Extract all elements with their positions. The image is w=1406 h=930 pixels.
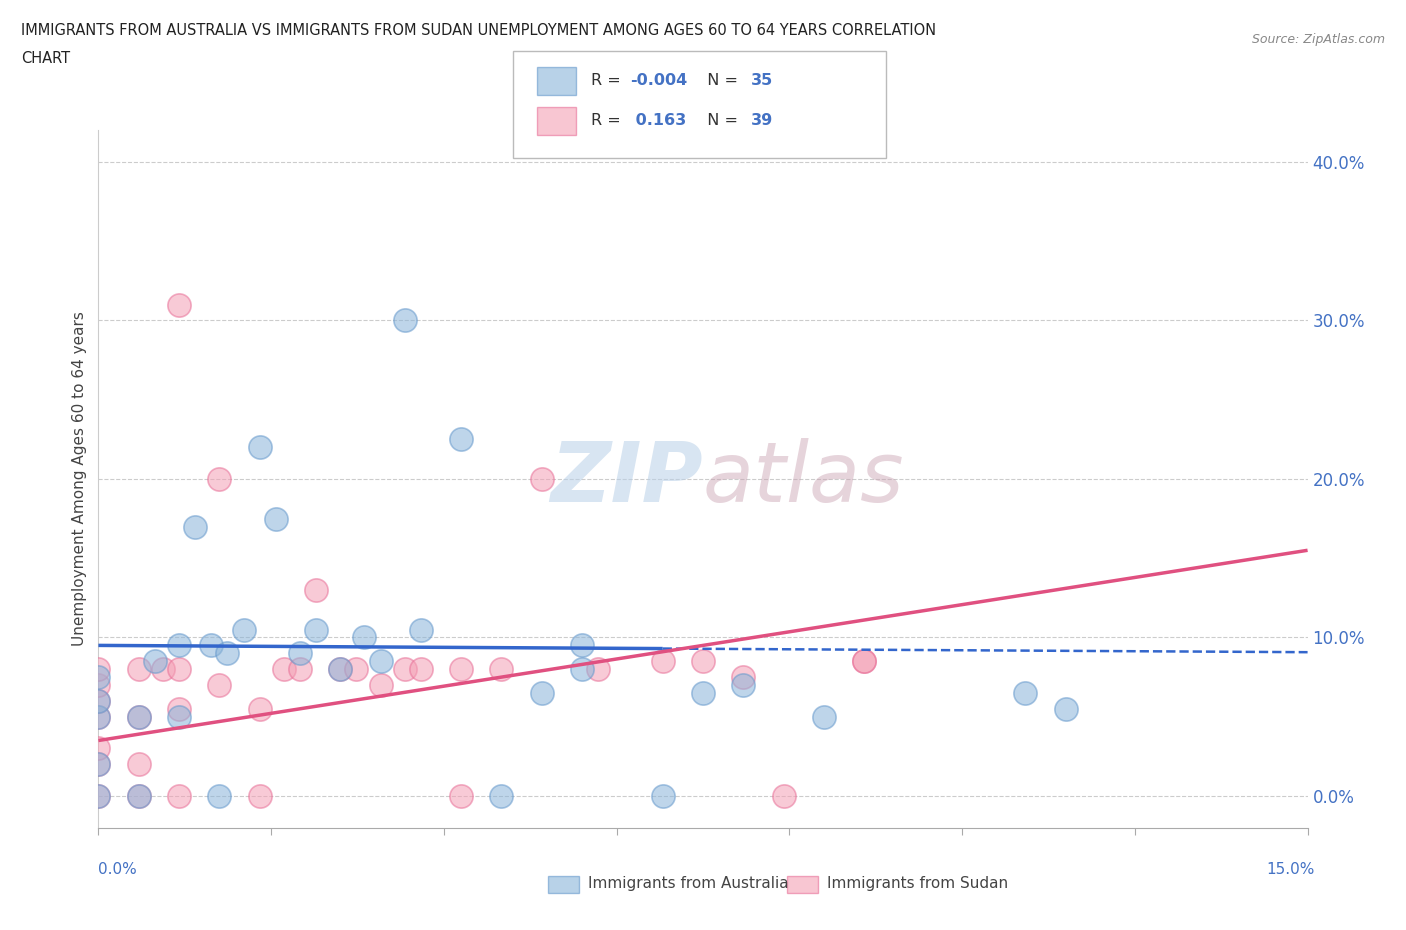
Point	[87, 670, 110, 684]
Point	[450, 662, 472, 677]
Point	[87, 710, 110, 724]
Point	[772, 789, 794, 804]
Point	[128, 710, 150, 724]
Text: N =: N =	[697, 73, 744, 88]
Point	[692, 654, 714, 669]
Point	[305, 582, 328, 597]
Text: 0.0%: 0.0%	[98, 862, 138, 877]
Text: R =: R =	[591, 113, 626, 128]
Point	[87, 757, 110, 772]
Text: 15.0%: 15.0%	[1267, 862, 1315, 877]
Point	[491, 662, 513, 677]
Point	[87, 694, 110, 709]
Point	[586, 662, 609, 677]
Point	[1054, 701, 1077, 716]
Text: Source: ZipAtlas.com: Source: ZipAtlas.com	[1251, 33, 1385, 46]
Point	[208, 789, 231, 804]
Point	[370, 654, 392, 669]
Point	[394, 662, 416, 677]
Point	[87, 662, 110, 677]
Point	[87, 789, 110, 804]
Point	[87, 789, 110, 804]
Point	[208, 678, 231, 693]
Point	[249, 440, 271, 455]
Point	[167, 710, 190, 724]
Point	[87, 694, 110, 709]
Text: 39: 39	[751, 113, 773, 128]
Point	[1014, 685, 1036, 700]
Point	[344, 662, 367, 677]
Text: R =: R =	[591, 73, 626, 88]
Point	[288, 662, 311, 677]
Point	[450, 432, 472, 446]
Point	[128, 789, 150, 804]
Text: Immigrants from Sudan: Immigrants from Sudan	[827, 876, 1008, 891]
Point	[208, 472, 231, 486]
Text: atlas: atlas	[703, 438, 904, 520]
Point	[733, 670, 755, 684]
Point	[143, 654, 166, 669]
Point	[128, 789, 150, 804]
Point	[128, 662, 150, 677]
Y-axis label: Unemployment Among Ages 60 to 64 years: Unemployment Among Ages 60 to 64 years	[72, 312, 87, 646]
Text: CHART: CHART	[21, 51, 70, 66]
Point	[264, 512, 287, 526]
Point	[651, 789, 673, 804]
Point	[167, 789, 190, 804]
Text: -0.004: -0.004	[630, 73, 688, 88]
Point	[571, 638, 593, 653]
Point	[370, 678, 392, 693]
Text: IMMIGRANTS FROM AUSTRALIA VS IMMIGRANTS FROM SUDAN UNEMPLOYMENT AMONG AGES 60 TO: IMMIGRANTS FROM AUSTRALIA VS IMMIGRANTS …	[21, 23, 936, 38]
Point	[288, 645, 311, 660]
Point	[813, 710, 835, 724]
Point	[409, 662, 432, 677]
Point	[167, 662, 190, 677]
Point	[450, 789, 472, 804]
Point	[329, 662, 352, 677]
Point	[249, 701, 271, 716]
Point	[87, 710, 110, 724]
Point	[273, 662, 295, 677]
Point	[249, 789, 271, 804]
Point	[571, 662, 593, 677]
Point	[167, 298, 190, 312]
Point	[353, 630, 375, 644]
Point	[530, 685, 553, 700]
Point	[167, 638, 190, 653]
Point	[232, 622, 254, 637]
Point	[491, 789, 513, 804]
Text: 35: 35	[751, 73, 773, 88]
Text: ZIP: ZIP	[550, 438, 703, 520]
Point	[409, 622, 432, 637]
Point	[394, 313, 416, 328]
Point	[530, 472, 553, 486]
Point	[692, 685, 714, 700]
Point	[200, 638, 222, 653]
Point	[128, 710, 150, 724]
Point	[87, 741, 110, 756]
Point	[217, 645, 239, 660]
Point	[184, 519, 207, 534]
Text: Immigrants from Australia: Immigrants from Australia	[588, 876, 789, 891]
Point	[87, 678, 110, 693]
Point	[128, 757, 150, 772]
Point	[733, 678, 755, 693]
Point	[651, 654, 673, 669]
Point	[853, 654, 876, 669]
Point	[329, 662, 352, 677]
Text: 0.163: 0.163	[630, 113, 686, 128]
Text: N =: N =	[697, 113, 744, 128]
Point	[152, 662, 174, 677]
Point	[853, 654, 876, 669]
Point	[87, 757, 110, 772]
Point	[167, 701, 190, 716]
Point	[305, 622, 328, 637]
